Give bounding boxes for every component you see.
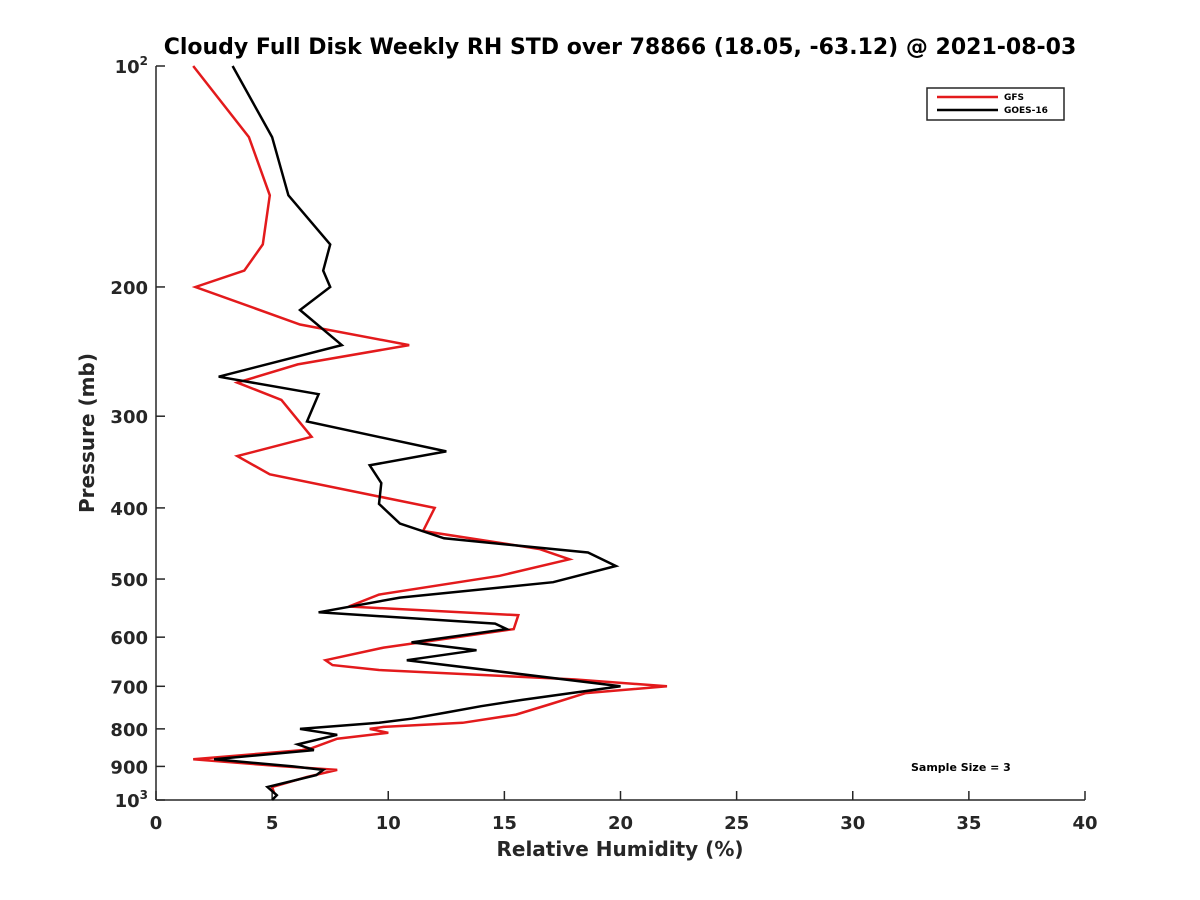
x-tick-label: 0 [150, 813, 163, 834]
x-tick-label: 5 [266, 813, 279, 834]
x-axis-label: Relative Humidity (%) [496, 837, 743, 861]
x-tick-label: 20 [608, 813, 633, 834]
series-line-goes16 [213, 65, 621, 801]
y-tick-label: 200 [110, 278, 148, 299]
legend: GFS GOES-16 [926, 87, 1065, 121]
chart-title: Cloudy Full Disk Weekly RH STD over 7886… [164, 35, 1077, 60]
y-tick-label: 500 [110, 570, 148, 591]
x-ticks: 0 5 10 15 20 25 30 35 40 [150, 791, 1098, 834]
y-tick-label: 900 [110, 757, 148, 778]
y-tick-label: 300 [110, 407, 148, 428]
y-tick-label: 600 [110, 628, 148, 649]
sample-size-annotation: Sample Size = 3 [911, 761, 1011, 774]
x-tick-label: 15 [492, 813, 517, 834]
y-tick-label: 102 [115, 54, 148, 78]
x-tick-label: 25 [724, 813, 749, 834]
x-tick-label: 35 [956, 813, 981, 834]
x-tick-label: 30 [840, 813, 865, 834]
y-tick-label: 700 [110, 677, 148, 698]
y-axis-label: Pressure (mb) [75, 353, 99, 513]
y-tick-label: 103 [115, 788, 148, 812]
y-tick-label: 800 [110, 720, 148, 741]
legend-label-gfs: GFS [1004, 93, 1024, 103]
series-layer [191, 65, 668, 801]
x-tick-label: 10 [376, 813, 401, 834]
y-ticks: 102 200 300 400 500 600 700 800 900 103 [110, 54, 165, 812]
legend-label-goes16: GOES-16 [1004, 106, 1048, 116]
x-tick-label: 40 [1072, 813, 1097, 834]
legend-box [926, 87, 1065, 121]
series-line-gfs [191, 65, 668, 795]
y-tick-label: 400 [110, 499, 148, 520]
